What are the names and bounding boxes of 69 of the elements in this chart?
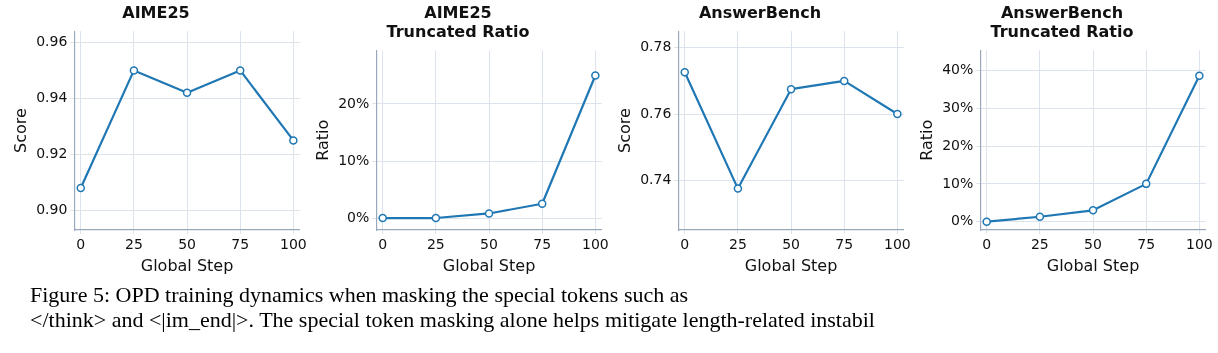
point xyxy=(982,217,991,226)
point xyxy=(537,199,547,209)
y-tick-label: 10% xyxy=(338,151,370,168)
x-tick-label: 0 xyxy=(378,236,388,253)
x-tick-label: 100 xyxy=(1185,236,1213,253)
caption: Figure 5: OPD training dynamics when masking the special tokens such as xyxy=(30,282,690,307)
y-tick-label: 0.96 xyxy=(36,33,68,50)
y-tick-label: 0.74 xyxy=(640,170,672,187)
x-tick-label: 50 xyxy=(782,236,800,253)
y-axis-title: Score xyxy=(10,108,30,154)
x-tick-label: 100 xyxy=(883,236,911,253)
y-tick-label: 0.90 xyxy=(36,201,68,218)
chart-title: AIME25 xyxy=(122,2,190,22)
y-tick-label: 30% xyxy=(942,98,974,115)
point xyxy=(431,213,441,223)
point xyxy=(129,66,139,75)
y-tick-label: 40% xyxy=(942,61,974,78)
x-axis-title: Global Step xyxy=(442,255,536,275)
x-tick-label: 75 xyxy=(1137,236,1156,253)
x-tick-label: 75 xyxy=(835,236,854,253)
x-tick-label: 75 xyxy=(533,236,552,253)
x-tick-label: 25 xyxy=(124,236,143,253)
x-tick-label: 0 xyxy=(680,236,690,253)
point xyxy=(591,71,600,80)
point xyxy=(786,84,796,94)
x-tick-label: 50 xyxy=(480,236,498,253)
point xyxy=(378,213,387,223)
x-tick-label: 50 xyxy=(1084,236,1102,253)
x-tick-label: 25 xyxy=(426,236,445,253)
point xyxy=(76,183,85,193)
x-tick-label: 50 xyxy=(178,236,196,253)
y-tick-label: 0.76 xyxy=(640,104,672,121)
x-axis-title: Global Step xyxy=(140,255,234,275)
x-tick-label: 100 xyxy=(279,236,307,253)
point xyxy=(235,66,245,75)
point xyxy=(484,209,494,218)
chart-title: AIME25 Truncated Ratio xyxy=(386,2,530,41)
x-tick-label: 25 xyxy=(728,236,747,253)
x-tick-label: 25 xyxy=(1030,236,1049,253)
y-axis-title: Score xyxy=(614,108,634,154)
y-tick-label: 0.94 xyxy=(36,89,68,106)
chart-title: AnswerBench xyxy=(698,2,822,22)
y-tick-label: 0% xyxy=(347,208,370,225)
x-tick-label: 100 xyxy=(581,236,609,253)
y-axis-title: Ratio xyxy=(916,119,936,161)
point xyxy=(182,88,192,98)
y-tick-label: 20% xyxy=(338,94,370,111)
x-axis-title: Global Step xyxy=(744,255,838,275)
point xyxy=(1035,212,1045,222)
point xyxy=(733,184,743,193)
text: </think> and <|im_end|>. The special token masking alone helps mitigate length-related instabil xyxy=(30,307,876,332)
y-axis-title: Ratio xyxy=(312,119,332,161)
x-tick-label: 0 xyxy=(76,236,86,253)
point xyxy=(893,109,902,119)
chart-title: AnswerBench Truncated Ratio xyxy=(990,2,1134,41)
point xyxy=(1088,206,1098,215)
y-tick-label: 10% xyxy=(942,174,974,191)
y-tick-label: 0.78 xyxy=(640,38,672,55)
x-axis-title: Global Step xyxy=(1046,255,1140,275)
x-tick-label: 0 xyxy=(982,236,992,253)
point xyxy=(1195,71,1204,80)
point xyxy=(680,68,689,77)
y-tick-label: 0% xyxy=(951,212,974,229)
y-tick-label: 0.92 xyxy=(36,145,68,162)
y-tick-label: 20% xyxy=(942,136,974,153)
x-tick-label: 75 xyxy=(231,236,250,253)
point xyxy=(1141,179,1151,189)
point xyxy=(839,76,849,86)
point xyxy=(289,136,298,145)
